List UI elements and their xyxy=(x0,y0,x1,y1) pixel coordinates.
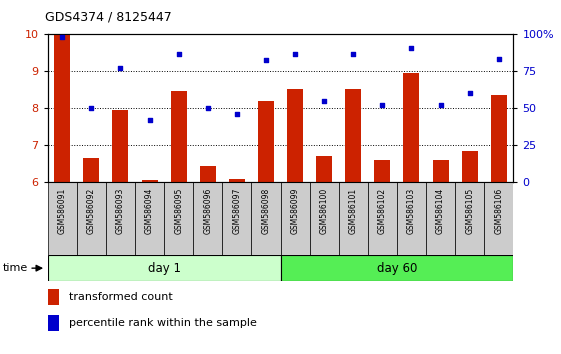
Bar xyxy=(171,91,187,182)
Bar xyxy=(310,182,339,255)
Text: time: time xyxy=(3,263,28,273)
Text: GSM586102: GSM586102 xyxy=(378,188,387,234)
Bar xyxy=(374,160,390,182)
Bar xyxy=(164,182,193,255)
Text: GDS4374 / 8125447: GDS4374 / 8125447 xyxy=(45,11,172,24)
Text: percentile rank within the sample: percentile rank within the sample xyxy=(68,318,256,329)
Text: GSM586106: GSM586106 xyxy=(494,188,503,234)
Point xyxy=(465,90,474,96)
Bar xyxy=(48,315,59,331)
Bar xyxy=(48,182,77,255)
Text: GSM586092: GSM586092 xyxy=(87,188,96,234)
Bar xyxy=(316,156,332,182)
Bar xyxy=(193,182,222,255)
Bar xyxy=(455,182,484,255)
Point xyxy=(145,117,154,123)
Bar xyxy=(491,95,507,182)
Bar xyxy=(426,182,455,255)
Text: GSM586104: GSM586104 xyxy=(436,188,445,234)
Bar xyxy=(345,89,361,182)
Bar xyxy=(106,182,135,255)
Text: GSM586097: GSM586097 xyxy=(232,188,241,234)
Bar xyxy=(84,158,99,182)
Bar xyxy=(222,182,251,255)
Text: GSM586100: GSM586100 xyxy=(320,188,329,234)
Bar xyxy=(280,255,513,281)
Text: GSM586095: GSM586095 xyxy=(174,188,183,234)
Text: GSM586096: GSM586096 xyxy=(203,188,212,234)
Bar xyxy=(258,101,274,182)
Bar xyxy=(77,182,106,255)
Point xyxy=(87,105,96,111)
Point xyxy=(349,52,358,57)
Bar xyxy=(287,89,303,182)
Text: GSM586091: GSM586091 xyxy=(58,188,67,234)
Text: GSM586093: GSM586093 xyxy=(116,188,125,234)
Bar xyxy=(48,255,280,281)
Point xyxy=(378,102,387,108)
Point xyxy=(320,98,329,103)
Bar xyxy=(462,151,477,182)
Point xyxy=(436,102,445,108)
Text: GSM586103: GSM586103 xyxy=(407,188,416,234)
Bar xyxy=(397,182,426,255)
Bar xyxy=(141,181,158,182)
Bar xyxy=(135,182,164,255)
Text: GSM586105: GSM586105 xyxy=(465,188,474,234)
Text: day 1: day 1 xyxy=(148,262,181,275)
Point xyxy=(174,52,183,57)
Bar xyxy=(200,166,216,182)
Point xyxy=(232,111,241,117)
Text: day 60: day 60 xyxy=(377,262,417,275)
Bar xyxy=(112,110,128,182)
Bar xyxy=(368,182,397,255)
Bar xyxy=(484,182,513,255)
Text: GSM586098: GSM586098 xyxy=(261,188,270,234)
Text: GSM586094: GSM586094 xyxy=(145,188,154,234)
Text: GSM586101: GSM586101 xyxy=(349,188,358,234)
Point xyxy=(261,58,270,63)
Bar xyxy=(280,182,310,255)
Point xyxy=(291,52,300,57)
Point xyxy=(203,105,212,111)
Text: transformed count: transformed count xyxy=(68,292,172,302)
Point xyxy=(494,56,503,62)
Bar xyxy=(48,289,59,305)
Bar xyxy=(403,73,420,182)
Bar xyxy=(54,35,70,182)
Bar xyxy=(433,160,449,182)
Bar xyxy=(251,182,280,255)
Bar xyxy=(339,182,368,255)
Text: GSM586099: GSM586099 xyxy=(291,188,300,234)
Point xyxy=(58,34,67,39)
Bar xyxy=(229,179,245,182)
Point xyxy=(407,46,416,51)
Point xyxy=(116,65,125,71)
